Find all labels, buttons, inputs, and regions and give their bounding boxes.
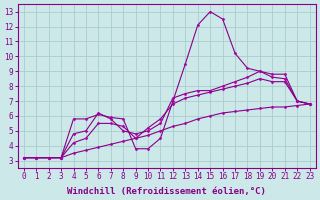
X-axis label: Windchill (Refroidissement éolien,°C): Windchill (Refroidissement éolien,°C) (67, 187, 266, 196)
